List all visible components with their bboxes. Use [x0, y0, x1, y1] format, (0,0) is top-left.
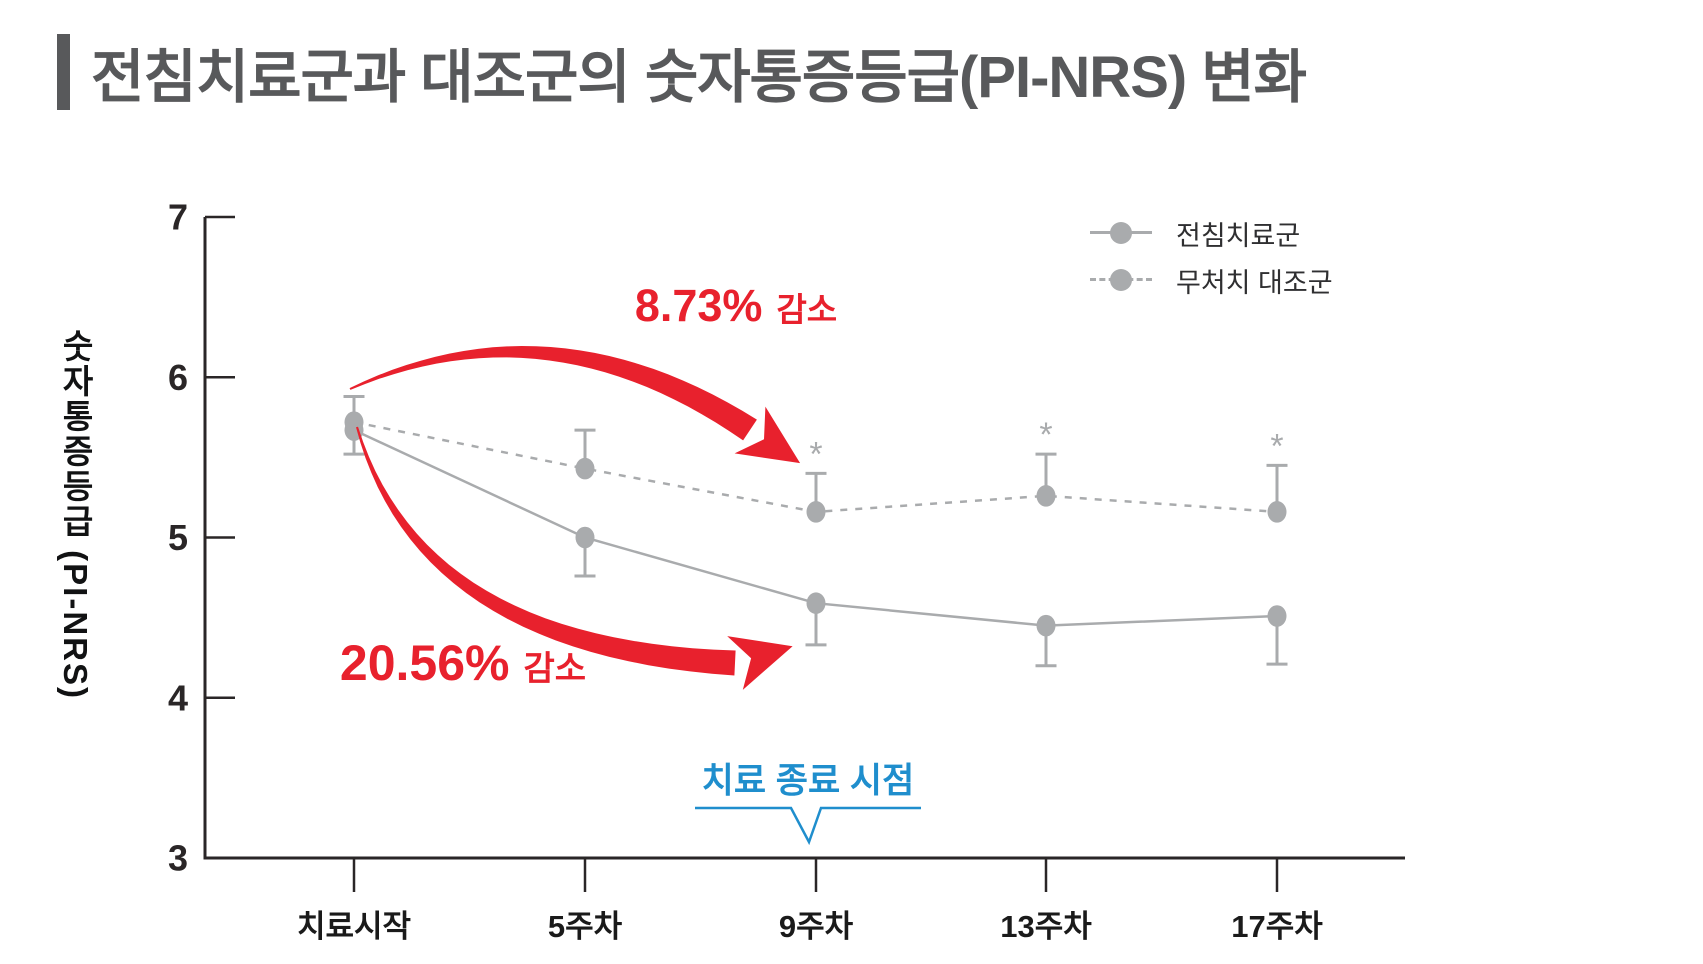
legend-item-treatment: 전침치료군	[1090, 219, 1333, 251]
data-point-control	[806, 501, 826, 523]
y-tick-label: 5	[168, 517, 188, 558]
y-tick-label: 6	[168, 357, 188, 398]
data-point-control	[575, 457, 595, 480]
data-point-treatment	[806, 592, 826, 615]
data-point-control	[1267, 501, 1287, 523]
x-tick-label: 17주차	[1231, 909, 1323, 944]
significance-asterisk: *	[809, 435, 822, 473]
data-point-control	[1036, 485, 1056, 507]
treatment-reduction-value: 20.56%	[339, 635, 510, 691]
y-tick-label: 7	[168, 197, 188, 238]
x-tick-label: 13주차	[1000, 909, 1092, 944]
y-tick-label: 3	[168, 838, 188, 879]
axis-lines	[203, 217, 1405, 860]
x-tick-label: 9주차	[779, 909, 854, 944]
significance-asterisk: *	[1039, 416, 1052, 454]
reduction-arrow-treatment	[356, 426, 793, 690]
x-tick-label: 치료시작	[297, 909, 411, 944]
y-tick-label: 4	[168, 677, 188, 718]
title-accent-bar	[57, 34, 70, 110]
legend-label-treatment: 전침치료군	[1176, 220, 1301, 251]
legend-dot-icon	[1110, 222, 1132, 244]
data-point-treatment	[575, 526, 595, 549]
annotation-treatment-end: 치료 종료 시점	[701, 761, 915, 801]
title-block: 전침치료군과 대조군의 숫자통증등급(PI-NRS) 변화	[57, 30, 1307, 114]
data-point-control	[344, 411, 364, 433]
page-title: 전침치료군과 대조군의 숫자통증등급(PI-NRS) 변화	[91, 45, 1307, 110]
solid-line-marker-icon	[1090, 221, 1152, 245]
annotation-treatment-reduction: 20.56% 감소	[340, 634, 586, 692]
x-tick-label: 5주차	[548, 909, 623, 944]
dashed-line-marker-icon	[1090, 268, 1152, 292]
chart-legend: 전침치료군 무처치 대조군	[1090, 219, 1333, 298]
legend-item-control: 무처치 대조군	[1090, 266, 1333, 298]
reduction-arrow-control	[349, 346, 801, 464]
significance-asterisk: *	[1270, 427, 1283, 465]
control-reduction-suffix: 감소	[776, 291, 838, 328]
treatment-end-bracket	[695, 806, 921, 846]
data-point-treatment	[1036, 614, 1056, 637]
data-point-treatment	[1267, 605, 1287, 627]
annotation-control-reduction: 8.73% 감소	[635, 280, 837, 332]
control-reduction-value: 8.73%	[634, 280, 763, 331]
y-axis-title: 숫자통증등급 (PI-NRS)	[57, 328, 94, 700]
legend-label-control: 무처치 대조군	[1176, 267, 1333, 298]
treatment-reduction-suffix: 감소	[523, 650, 587, 688]
legend-dot-icon	[1110, 269, 1132, 291]
